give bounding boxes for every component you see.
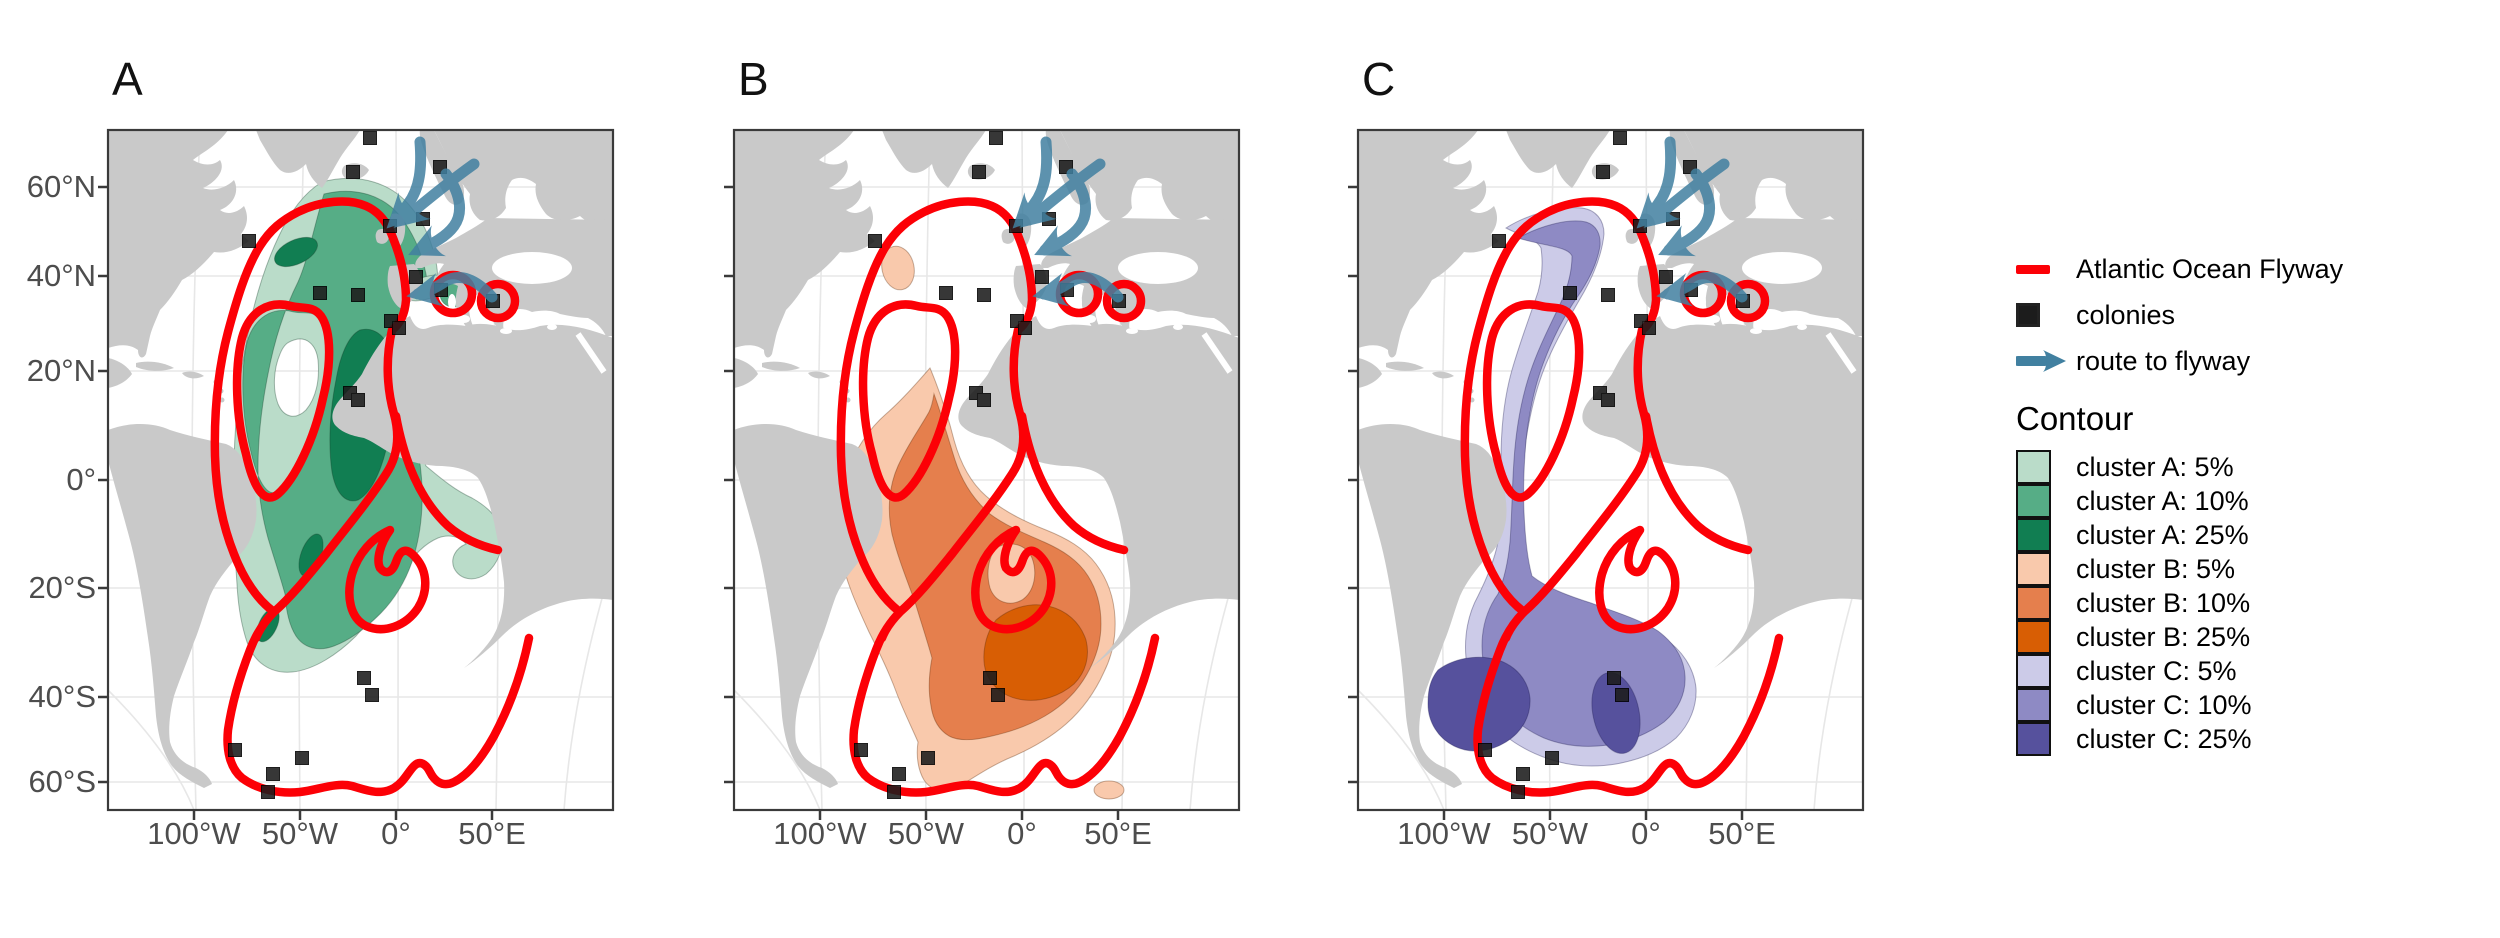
swatch-clusterA-10 xyxy=(2016,484,2051,518)
legend-entry: cluster A: 5% xyxy=(2016,450,2436,484)
contour-clusterC-10pct xyxy=(1481,220,1686,747)
x-axis-label: 0° xyxy=(1631,816,1661,851)
legend-entry: cluster A: 10% xyxy=(2016,484,2436,518)
swatch-clusterC-25 xyxy=(2016,722,2051,756)
x-axis-label: 50°W xyxy=(1511,816,1589,851)
route-arrow-head xyxy=(2043,350,2066,372)
x-axis-label: 0° xyxy=(1007,816,1037,851)
contour-clusterB-5pct-se xyxy=(1093,780,1125,800)
swatch-clusterC-5 xyxy=(2016,654,2051,688)
legend-entry: cluster C: 10% xyxy=(2016,688,2436,722)
swatch-clusterC-10 xyxy=(2016,688,2051,722)
contour-clusterA-25pct-north xyxy=(274,236,318,268)
legend-entry: cluster C: 5% xyxy=(2016,654,2436,688)
legend-entry: cluster B: 25% xyxy=(2016,620,2436,654)
legend-flyway-label: Atlantic Ocean Flyway xyxy=(2076,253,2344,284)
y-axis-label: 60°N xyxy=(26,169,96,204)
x-axis-label: 50°W xyxy=(887,816,965,851)
swatch-clusterB-5 xyxy=(2016,552,2051,586)
legend-item-flyway: Atlantic Ocean Flyway xyxy=(2016,246,2436,292)
swatch-label: cluster C: 10% xyxy=(2076,689,2252,720)
y-axis-label: 20°S xyxy=(28,570,96,605)
legend: Atlantic Ocean Flyway colonies route to … xyxy=(2016,246,2436,756)
x-axis-label: 100°W xyxy=(147,816,241,851)
legend-contour-title: Contour xyxy=(2016,400,2134,437)
legend-entry: cluster B: 10% xyxy=(2016,586,2436,620)
panel-a-map xyxy=(96,130,613,822)
contour-clusterB-5pct-north xyxy=(881,245,915,291)
swatch-label: cluster C: 5% xyxy=(2076,655,2237,686)
legend-colonies-label: colonies xyxy=(2076,299,2176,330)
panel-c-title: C xyxy=(1362,53,1396,105)
x-axis-label: 100°W xyxy=(773,816,867,851)
x-axis-label: 50°E xyxy=(1084,816,1152,851)
swatch-label: cluster A: 25% xyxy=(2076,519,2249,550)
panel-b-title: B xyxy=(738,53,769,105)
swatch-label: cluster C: 25% xyxy=(2076,723,2252,754)
y-axis-label: 0° xyxy=(66,462,96,497)
swatch-label: cluster A: 5% xyxy=(2076,451,2234,482)
panel-a-title: A xyxy=(112,53,143,105)
x-axis-label: 50°E xyxy=(458,816,526,851)
panel-b-map xyxy=(722,130,1239,822)
panel-c-map xyxy=(1346,130,1863,822)
swatch-clusterB-10 xyxy=(2016,586,2051,620)
legend-item-colonies: colonies xyxy=(2016,292,2436,338)
x-axis-label: 50°W xyxy=(261,816,339,851)
swatch-clusterB-25 xyxy=(2016,620,2051,654)
legend-entry: cluster B: 5% xyxy=(2016,552,2436,586)
x-axis-label: 50°E xyxy=(1708,816,1776,851)
colony-square-icon xyxy=(2016,303,2068,327)
legend-route-label: route to flyway xyxy=(2076,345,2251,376)
x-axis-label: 100°W xyxy=(1397,816,1491,851)
legend-item-route: route to flyway xyxy=(2016,338,2436,384)
legend-entry: cluster C: 25% xyxy=(2016,722,2436,756)
y-axis-label: 60°S xyxy=(28,764,96,799)
swatch-clusterA-25 xyxy=(2016,518,2051,552)
swatch-label: cluster B: 5% xyxy=(2076,553,2236,584)
swatch-clusterA-5 xyxy=(2016,450,2051,484)
y-axis-label: 20°N xyxy=(26,353,96,388)
y-axis-label: 40°S xyxy=(28,679,96,714)
legend-entry: cluster A: 25% xyxy=(2016,518,2436,552)
flyway-line-icon xyxy=(2016,264,2068,274)
route-arrow-icon xyxy=(2016,348,2068,374)
swatch-label: cluster B: 25% xyxy=(2076,621,2251,652)
x-axis-label: 0° xyxy=(381,816,411,851)
y-axis-label: 40°N xyxy=(26,258,96,293)
swatch-label: cluster B: 10% xyxy=(2076,587,2251,618)
swatch-label: cluster A: 10% xyxy=(2076,485,2249,516)
